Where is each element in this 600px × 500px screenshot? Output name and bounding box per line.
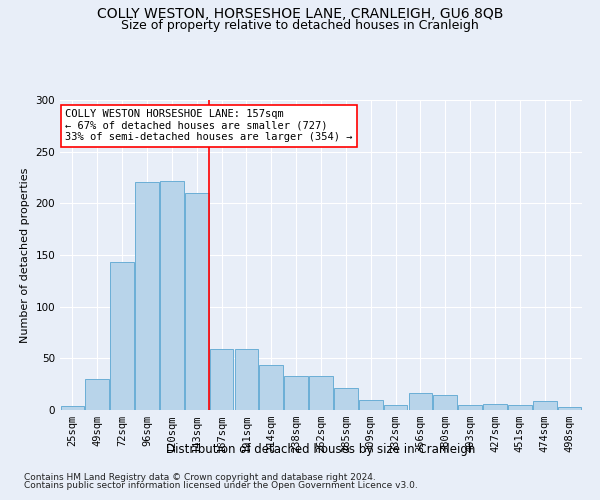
Bar <box>61 406 84 410</box>
Bar <box>409 394 432 410</box>
Bar <box>309 376 333 410</box>
Bar <box>210 349 233 410</box>
Bar <box>135 182 159 410</box>
Bar <box>533 400 557 410</box>
Bar <box>483 404 507 410</box>
Text: Size of property relative to detached houses in Cranleigh: Size of property relative to detached ho… <box>121 19 479 32</box>
Bar <box>458 405 482 410</box>
Bar <box>334 388 358 410</box>
Bar <box>284 376 308 410</box>
Bar <box>160 180 184 410</box>
Bar <box>85 379 109 410</box>
Bar <box>259 364 283 410</box>
Bar <box>235 349 258 410</box>
Y-axis label: Number of detached properties: Number of detached properties <box>20 168 30 342</box>
Text: Contains public sector information licensed under the Open Government Licence v3: Contains public sector information licen… <box>24 481 418 490</box>
Text: Contains HM Land Registry data © Crown copyright and database right 2024.: Contains HM Land Registry data © Crown c… <box>24 472 376 482</box>
Bar <box>558 407 581 410</box>
Text: Distribution of detached houses by size in Cranleigh: Distribution of detached houses by size … <box>166 442 476 456</box>
Bar <box>384 405 407 410</box>
Bar <box>508 405 532 410</box>
Text: COLLY WESTON, HORSESHOE LANE, CRANLEIGH, GU6 8QB: COLLY WESTON, HORSESHOE LANE, CRANLEIGH,… <box>97 8 503 22</box>
Bar <box>185 193 209 410</box>
Text: COLLY WESTON HORSESHOE LANE: 157sqm
← 67% of detached houses are smaller (727)
3: COLLY WESTON HORSESHOE LANE: 157sqm ← 67… <box>65 110 353 142</box>
Bar <box>433 394 457 410</box>
Bar <box>359 400 383 410</box>
Bar <box>110 262 134 410</box>
